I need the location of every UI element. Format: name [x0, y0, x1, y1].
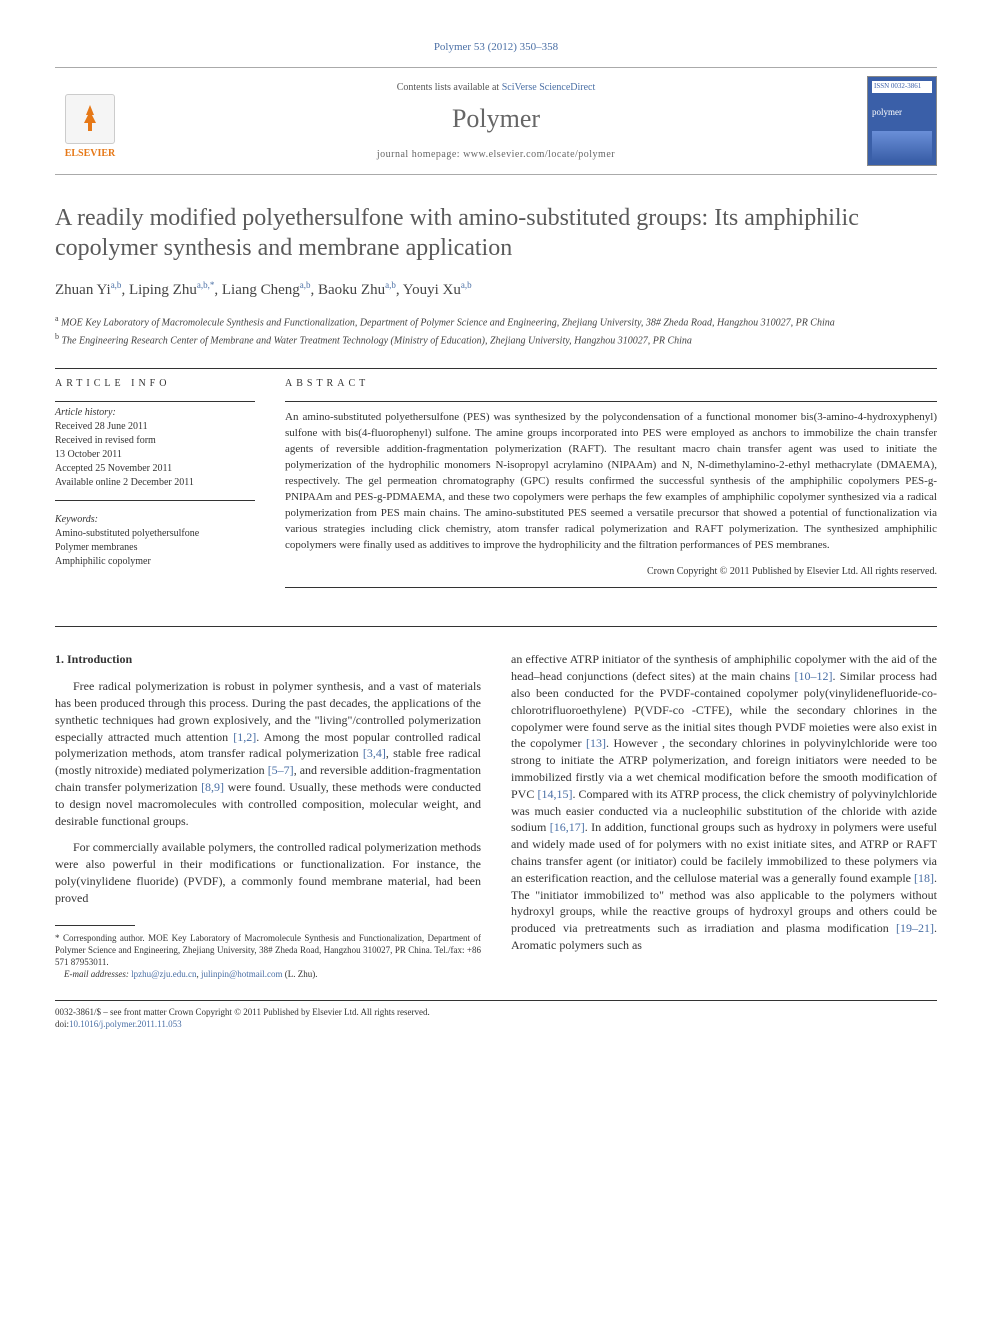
history-line: Available online 2 December 2011: [55, 476, 255, 490]
abstract-text: An amino-substituted polyethersulfone (P…: [285, 410, 937, 553]
divider: [55, 626, 937, 627]
citation-ref[interactable]: [18]: [914, 871, 934, 885]
author-name: Zhuan Yi: [55, 282, 111, 298]
page-container: Polymer 53 (2012) 350–358 ELSEVIER Conte…: [0, 0, 992, 1071]
footnote-star: *: [55, 933, 60, 943]
history-line: 13 October 2011: [55, 448, 255, 462]
journal-homepage-line: journal homepage: www.elsevier.com/locat…: [125, 148, 867, 162]
cover-graphic: [872, 131, 932, 161]
footer-doi-line: doi:10.1016/j.polymer.2011.11.053: [55, 1019, 937, 1031]
divider: [285, 587, 937, 588]
keyword: Amphiphilic copolymer: [55, 555, 255, 569]
keyword: Amino-substituted polyethersulfone: [55, 527, 255, 541]
contents-prefix: Contents lists available at: [397, 82, 502, 93]
divider: [55, 401, 255, 402]
author[interactable]: Zhuan Yia,b: [55, 282, 121, 298]
cover-title: polymer: [872, 106, 932, 119]
corresponding-author-footnote: * Corresponding author. MOE Key Laborato…: [55, 932, 481, 968]
journal-cover-thumbnail[interactable]: ISSN 0032-3861 polymer: [867, 76, 937, 166]
affiliation-sup: b: [55, 332, 59, 341]
history-line: Accepted 25 November 2011: [55, 462, 255, 476]
citation-ref[interactable]: [10–12]: [795, 669, 833, 683]
article-title: A readily modified polyethersulfone with…: [55, 203, 937, 263]
footnote-separator: [55, 925, 135, 926]
journal-name: Polymer: [125, 101, 867, 137]
footer-copyright: 0032-3861/$ – see front matter Crown Cop…: [55, 1007, 937, 1019]
citation-line: Polymer 53 (2012) 350–358: [55, 40, 937, 55]
homepage-prefix: journal homepage:: [377, 149, 463, 160]
history-label: Article history:: [55, 406, 255, 420]
article-info-heading: ARTICLE INFO: [55, 377, 255, 391]
citation-ref[interactable]: [8,9]: [201, 780, 224, 794]
history-line: Received 28 June 2011: [55, 420, 255, 434]
citation-ref[interactable]: [16,17]: [550, 820, 585, 834]
divider: [285, 401, 937, 402]
citation-ref[interactable]: [13]: [586, 736, 606, 750]
author-sup: a,b,*: [197, 280, 215, 290]
divider: [55, 500, 255, 501]
citation-ref[interactable]: [5–7]: [268, 763, 294, 777]
homepage-url[interactable]: www.elsevier.com/locate/polymer: [463, 149, 615, 160]
history-line: Received in revised form: [55, 434, 255, 448]
info-abstract-row: ARTICLE INFO Article history: Received 2…: [55, 377, 937, 596]
header-center: Contents lists available at SciVerse Sci…: [125, 81, 867, 161]
keyword: Polymer membranes: [55, 541, 255, 555]
author-sup: a,b: [461, 280, 472, 290]
section-heading: 1. Introduction: [55, 651, 481, 668]
author-list: Zhuan Yia,b, Liping Zhua,b,*, Liang Chen…: [55, 279, 937, 301]
email-link[interactable]: lpzhu@zju.edu.cn: [131, 969, 196, 979]
doi-link[interactable]: 10.1016/j.polymer.2011.11.053: [69, 1019, 182, 1029]
abstract-copyright: Crown Copyright © 2011 Published by Else…: [285, 565, 937, 579]
author-name: Baoku Zhu: [318, 282, 385, 298]
article-info-block: ARTICLE INFO Article history: Received 2…: [55, 377, 255, 596]
author[interactable]: Baoku Zhua,b: [318, 282, 396, 298]
citation-ref[interactable]: [3,4]: [363, 746, 386, 760]
author-name: Youyi Xu: [403, 282, 461, 298]
citation-ref[interactable]: [1,2]: [233, 730, 256, 744]
body-paragraph: an effective ATRP initiator of the synth…: [511, 651, 937, 953]
author[interactable]: Liping Zhua,b,*: [129, 282, 214, 298]
page-footer: 0032-3861/$ – see front matter Crown Cop…: [55, 1000, 937, 1030]
citation-ref[interactable]: [14,15]: [537, 787, 572, 801]
sciencedirect-link[interactable]: SciVerse ScienceDirect: [502, 82, 596, 93]
author[interactable]: Liang Chenga,b: [222, 282, 311, 298]
citation-ref[interactable]: [19–21]: [896, 921, 934, 935]
affiliation: a MOE Key Laboratory of Macromolecule Sy…: [55, 313, 937, 330]
column-left: 1. Introduction Free radical polymerizat…: [55, 651, 481, 980]
body-two-columns: 1. Introduction Free radical polymerizat…: [55, 651, 937, 980]
email-link[interactable]: julinpin@hotmail.com: [201, 969, 283, 979]
affiliation: b The Engineering Research Center of Mem…: [55, 331, 937, 348]
author-name: Liping Zhu: [129, 282, 197, 298]
author-sup: a,b: [300, 280, 311, 290]
affiliation-sup: a: [55, 314, 59, 323]
footnote-text: Corresponding author. MOE Key Laboratory…: [55, 933, 481, 967]
journal-header: ELSEVIER Contents lists available at Sci…: [55, 67, 937, 175]
cover-issn: ISSN 0032-3861: [872, 81, 932, 93]
column-right: an effective ATRP initiator of the synth…: [511, 651, 937, 980]
elsevier-label: ELSEVIER: [65, 147, 116, 161]
abstract-block: ABSTRACT An amino-substituted polyethers…: [285, 377, 937, 596]
elsevier-tree-icon: [65, 94, 115, 144]
affiliation-text: MOE Key Laboratory of Macromolecule Synt…: [61, 318, 835, 329]
author-sup: a,b: [111, 280, 122, 290]
body-paragraph: For commercially available polymers, the…: [55, 839, 481, 906]
body-paragraph: Free radical polymerization is robust in…: [55, 678, 481, 829]
affiliation-text: The Engineering Research Center of Membr…: [62, 335, 692, 346]
email-footnote: E-mail addresses: lpzhu@zju.edu.cn, juli…: [55, 968, 481, 980]
affiliations: a MOE Key Laboratory of Macromolecule Sy…: [55, 313, 937, 348]
elsevier-logo[interactable]: ELSEVIER: [55, 81, 125, 161]
author-sup: a,b: [385, 280, 396, 290]
author[interactable]: Youyi Xua,b: [403, 282, 472, 298]
contents-available-line: Contents lists available at SciVerse Sci…: [125, 81, 867, 95]
abstract-heading: ABSTRACT: [285, 377, 937, 391]
keywords-label: Keywords:: [55, 513, 255, 527]
email-label: E-mail addresses:: [64, 969, 129, 979]
author-name: Liang Cheng: [222, 282, 300, 298]
email-suffix: (L. Zhu).: [285, 969, 318, 979]
divider: [55, 368, 937, 369]
doi-prefix: doi:: [55, 1019, 69, 1029]
